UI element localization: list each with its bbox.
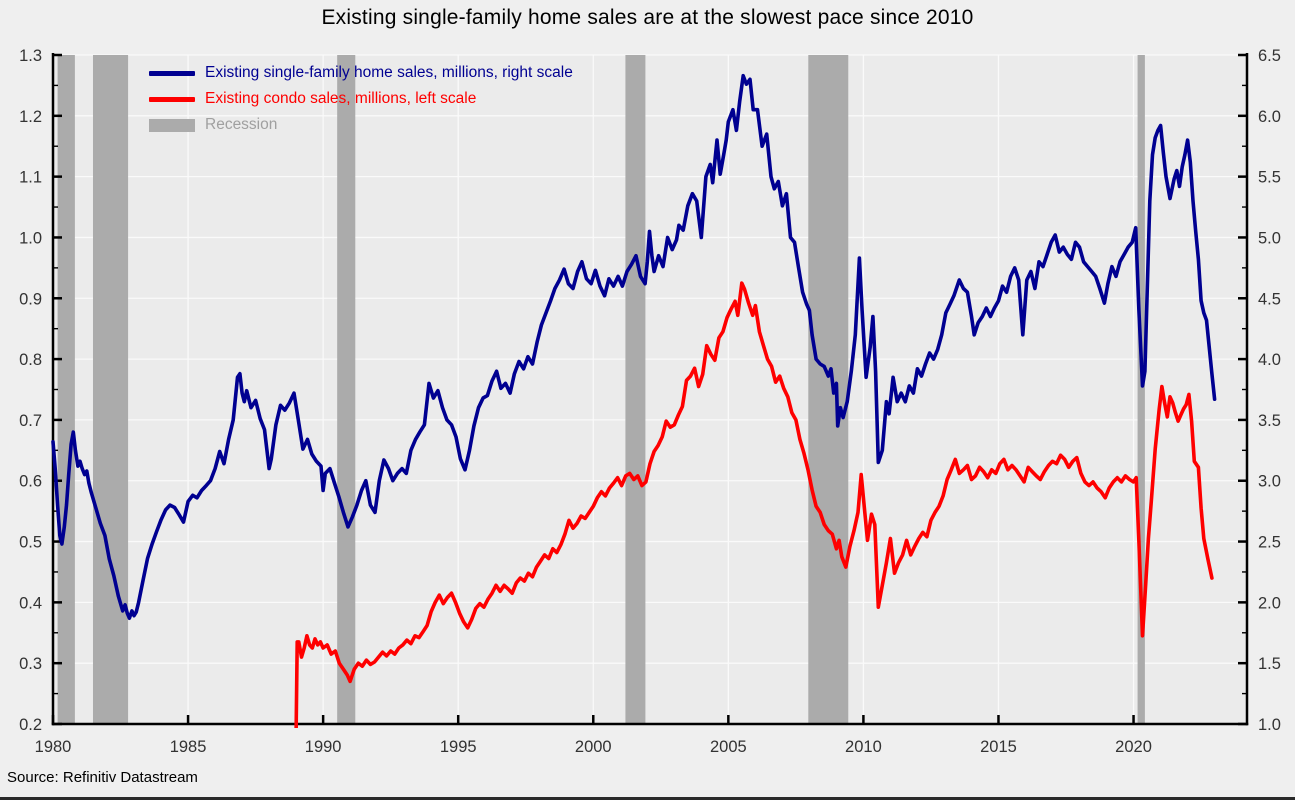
x-axis-tick-label: 2005 bbox=[710, 738, 747, 756]
x-axis-tick-label: 1990 bbox=[305, 738, 342, 756]
left-axis-tick-label: 1.0 bbox=[19, 229, 42, 247]
recession-bands bbox=[57, 55, 1145, 724]
right-axis-tick-label: 2.5 bbox=[1258, 534, 1281, 552]
series-group bbox=[51, 73, 1217, 728]
gridlines bbox=[53, 54, 1247, 724]
left-axis-tick-label: 0.2 bbox=[19, 716, 42, 734]
recession-band bbox=[92, 55, 129, 724]
right-axis-tick-label: 5.5 bbox=[1258, 169, 1281, 187]
right-axis-tick-label: 4.0 bbox=[1258, 351, 1281, 369]
chart-title: Existing single-family home sales are at… bbox=[321, 6, 974, 29]
left-axis-tick-label: 0.9 bbox=[19, 290, 42, 308]
series-single-family-line bbox=[51, 73, 1217, 621]
left-axis-tick-label: 0.8 bbox=[19, 351, 42, 369]
right-axis-tick-label: 2.0 bbox=[1258, 594, 1281, 612]
left-axis-tick-label: 1.3 bbox=[19, 47, 42, 65]
left-axis-tick-label: 0.6 bbox=[19, 473, 42, 491]
condo-line-swatch bbox=[149, 96, 195, 102]
single-family-line-swatch bbox=[149, 70, 195, 76]
recession-band bbox=[808, 55, 849, 724]
right-axis-tick-label: 5.0 bbox=[1258, 229, 1281, 247]
recession-band bbox=[1137, 55, 1145, 724]
x-axis-tick-label: 2010 bbox=[845, 738, 882, 756]
right-axis-tick-label: 3.0 bbox=[1258, 473, 1281, 491]
recession-band bbox=[57, 55, 75, 724]
left-axis-tick-label: 0.7 bbox=[19, 412, 42, 430]
legend-label-single-family: Existing single-family home sales, milli… bbox=[205, 64, 573, 81]
source-note: Source: Refinitiv Datastream bbox=[7, 769, 198, 786]
left-axis-tick-label: 0.5 bbox=[19, 534, 42, 552]
right-axis-tick-label: 6.0 bbox=[1258, 108, 1281, 126]
x-axis-tick-label: 1995 bbox=[440, 738, 477, 756]
legend-label-recession: Recession bbox=[205, 116, 278, 133]
left-axis-tick-label: 0.3 bbox=[19, 655, 42, 673]
x-axis-tick-label: 2015 bbox=[980, 738, 1017, 756]
right-axis-tick-label: 6.5 bbox=[1258, 47, 1281, 65]
left-axis-tick-label: 1.1 bbox=[19, 169, 42, 187]
x-axis-tick-label: 2020 bbox=[1115, 738, 1152, 756]
axes: 1.3 1.2 1.1 1.0 0.9 0.8 0.7 0.6 0.5 0.4 0.3 0.2 6.5 6… bbox=[19, 47, 1281, 756]
series-condo-line bbox=[294, 281, 1214, 728]
legend-label-condo: Existing condo sales, millions, left sca… bbox=[205, 90, 477, 107]
bottom-border bbox=[0, 797, 1295, 800]
x-axis-tick-label: 1980 bbox=[35, 738, 72, 756]
recession-box-swatch bbox=[149, 118, 195, 132]
x-axis-tick-label: 1985 bbox=[170, 738, 207, 756]
right-axis-tick-label: 4.5 bbox=[1258, 290, 1281, 308]
x-axis-tick-label: 2000 bbox=[575, 738, 612, 756]
left-axis-tick-label: 1.2 bbox=[19, 108, 42, 126]
left-axis-tick-label: 0.4 bbox=[19, 594, 42, 612]
plot-area bbox=[53, 55, 1247, 724]
right-axis-tick-label: 1.0 bbox=[1258, 716, 1281, 734]
legend: Existing single-family home sales, milli… bbox=[149, 60, 573, 138]
right-axis-tick-label: 3.5 bbox=[1258, 412, 1281, 430]
legend-item-single-family: Existing single-family home sales, milli… bbox=[149, 60, 573, 86]
legend-item-recession: Recession bbox=[149, 112, 573, 138]
recession-band bbox=[625, 55, 646, 724]
recession-band bbox=[337, 55, 356, 724]
legend-item-condo: Existing condo sales, millions, left sca… bbox=[149, 86, 573, 112]
right-axis-tick-label: 1.5 bbox=[1258, 655, 1281, 673]
